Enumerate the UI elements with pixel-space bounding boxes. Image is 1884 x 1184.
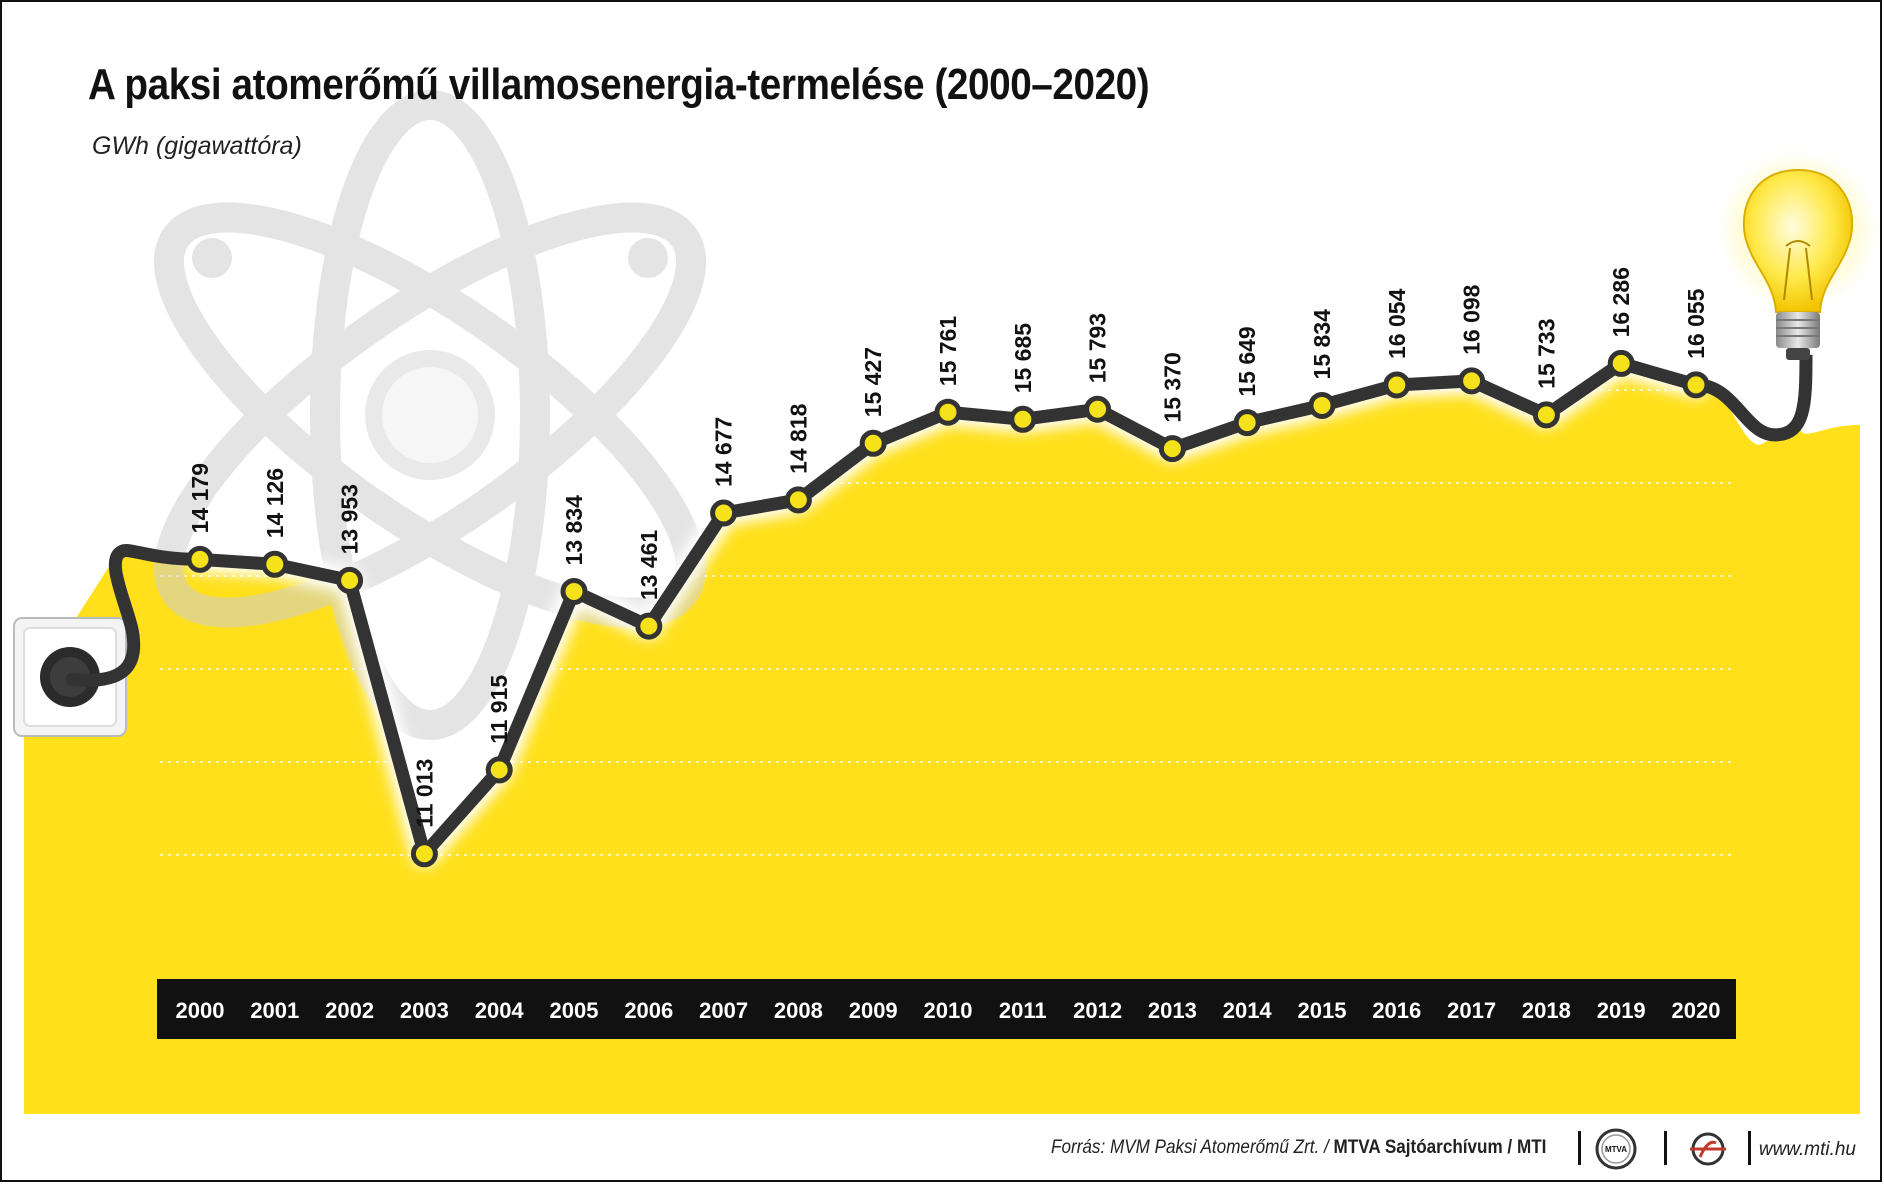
data-point-2011	[1009, 405, 1037, 433]
x-tick-label-2009: 2009	[849, 998, 898, 1023]
data-point-2006	[635, 612, 663, 640]
x-axis-bar	[157, 979, 1736, 1039]
data-point-2002	[336, 566, 364, 594]
x-tick-label-2006: 2006	[624, 998, 673, 1023]
mtva-logo-text: MTVA	[1605, 1145, 1627, 1154]
data-label-2016: 16 054	[1384, 288, 1410, 359]
plug-cable	[65, 544, 207, 687]
data-point-2000	[186, 545, 214, 573]
x-tick-label-2002: 2002	[325, 998, 374, 1023]
x-tick-label-2017: 2017	[1447, 998, 1496, 1023]
x-tick-label-2012: 2012	[1073, 998, 1122, 1023]
data-point-2001	[261, 550, 289, 578]
data-point-2013	[1158, 435, 1186, 463]
x-tick-label-2020: 2020	[1672, 998, 1721, 1023]
data-label-2010: 15 761	[935, 316, 961, 387]
data-label-2007: 14 677	[711, 417, 737, 487]
data-point-2009	[859, 429, 887, 457]
source-credit: Forrás: MVM Paksi Atomerőmű Zrt. / MTVA …	[1051, 1137, 1546, 1159]
data-label-2008: 14 818	[785, 403, 811, 474]
data-labels: 14 179 14 126 13 953 11 013 11 915 13 834 13 4…	[187, 267, 1709, 828]
x-tick-label-2019: 2019	[1597, 998, 1646, 1023]
data-point-2010	[934, 398, 962, 426]
x-tick-label-2013: 2013	[1148, 998, 1197, 1023]
data-point-2008	[784, 486, 812, 514]
data-label-2019: 16 286	[1608, 267, 1634, 337]
data-label-2005: 13 834	[561, 495, 587, 566]
data-point-2005	[560, 577, 588, 605]
source-agency: MTI	[1516, 1137, 1546, 1158]
data-point-2016	[1383, 371, 1411, 399]
x-tick-label-2010: 2010	[924, 998, 973, 1023]
data-label-2014: 15 649	[1234, 326, 1260, 396]
data-point-2014	[1233, 409, 1261, 437]
data-point-2020	[1682, 371, 1710, 399]
footer-divider	[1748, 1131, 1751, 1165]
chart-upper-area	[24, 24, 1860, 854]
data-label-2003: 11 013	[411, 759, 437, 828]
data-point-2018	[1532, 401, 1560, 429]
chart-subtitle: GWh (gigawattóra)	[92, 132, 302, 160]
data-label-2018: 15 733	[1533, 318, 1559, 388]
data-label-2011: 15 685	[1010, 323, 1036, 394]
atom-watermark-icon	[154, 90, 706, 740]
light-bulb-icon	[1728, 160, 1868, 360]
data-point-2019	[1607, 349, 1635, 377]
footer: Forrás: MVM Paksi Atomerőmű Zrt. / MTVA …	[0, 1127, 1884, 1177]
x-axis-tick-labels: 2000 2001 2002 2003 2004 2005 2006 2007 2008 2009…	[176, 998, 1721, 1023]
data-label-2015: 15 834	[1309, 309, 1335, 380]
data-label-2012: 15 793	[1085, 313, 1111, 383]
series-markers	[186, 349, 1710, 868]
data-point-2015	[1308, 391, 1336, 419]
data-point-2004	[485, 756, 513, 784]
data-label-2002: 13 953	[337, 484, 363, 554]
x-tick-label-2007: 2007	[699, 998, 748, 1023]
source-separator: /	[1502, 1137, 1517, 1158]
data-label-2001: 14 126	[262, 468, 288, 538]
data-point-2003	[410, 840, 438, 868]
data-label-2017: 16 098	[1459, 284, 1485, 355]
data-point-2007	[710, 499, 738, 527]
x-tick-label-2001: 2001	[250, 998, 299, 1023]
chart-title: A paksi atomerőmű villamosenergia-termel…	[88, 60, 1150, 109]
x-tick-label-2014: 2014	[1223, 998, 1273, 1023]
data-point-2012	[1084, 395, 1112, 423]
data-label-2009: 15 427	[860, 347, 886, 417]
data-point-2017	[1458, 367, 1486, 395]
data-label-2006: 13 461	[636, 530, 662, 601]
source-prefix: Forrás: MVM Paksi Atomerőmű Zrt. /	[1050, 1137, 1334, 1158]
data-label-2004: 11 915	[486, 675, 512, 744]
footer-divider	[1578, 1131, 1581, 1165]
x-tick-label-2003: 2003	[400, 998, 449, 1023]
data-label-2020: 16 055	[1683, 288, 1709, 359]
data-label-2000: 14 179	[187, 463, 213, 533]
footer-divider	[1664, 1131, 1667, 1165]
x-tick-label-2018: 2018	[1522, 998, 1571, 1023]
x-tick-label-2015: 2015	[1298, 998, 1347, 1023]
website-link[interactable]: www.mti.hu	[1758, 1139, 1856, 1160]
x-tick-label-2005: 2005	[550, 998, 599, 1023]
data-label-2013: 15 370	[1159, 352, 1185, 422]
mtva-logo-icon: MTVA	[1595, 1128, 1637, 1170]
x-tick-label-2000: 2000	[176, 998, 225, 1023]
mti-logo-icon	[1690, 1132, 1726, 1166]
x-tick-label-2016: 2016	[1372, 998, 1421, 1023]
bulb-cable	[1689, 353, 1813, 442]
x-tick-label-2011: 2011	[999, 998, 1047, 1023]
source-archive: MTVA Sajtóarchívum	[1333, 1137, 1503, 1158]
x-tick-label-2004: 2004	[475, 998, 525, 1023]
x-tick-label-2008: 2008	[774, 998, 823, 1023]
